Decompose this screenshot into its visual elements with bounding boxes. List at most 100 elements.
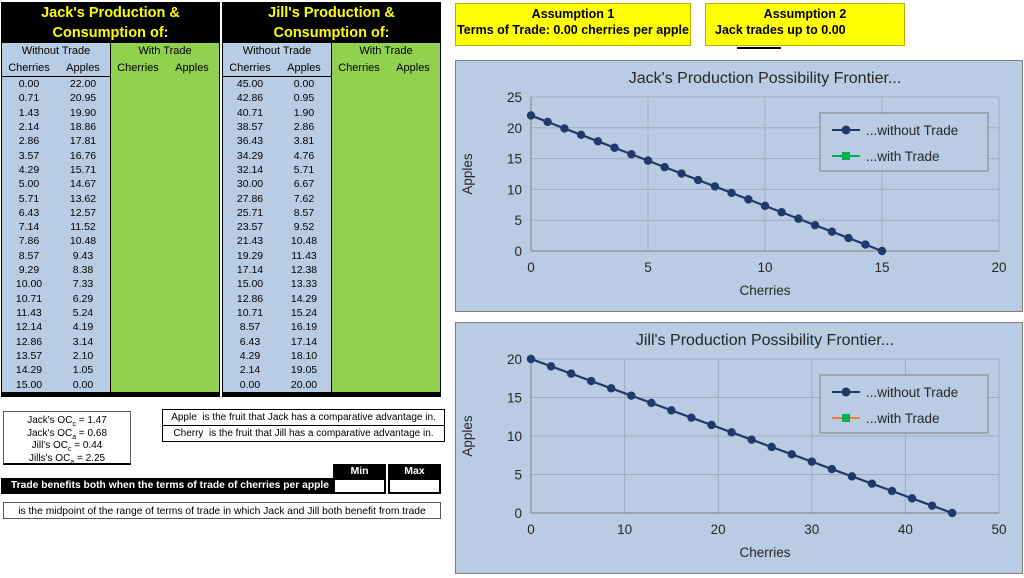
table-cell[interactable]: 19.05 (290, 364, 318, 377)
table-cell[interactable]: 8.57 (293, 206, 315, 219)
table-cell[interactable]: 2.14 (239, 364, 261, 377)
table-cell[interactable]: 0.95 (293, 92, 315, 105)
table-cell[interactable]: 22.00 (69, 78, 97, 90)
data-point (607, 384, 616, 393)
table-cell[interactable]: 27.86 (236, 192, 264, 205)
table-cell[interactable]: 13.62 (69, 192, 97, 205)
table-cell[interactable]: 9.29 (18, 264, 40, 277)
table-cell[interactable]: 2.86 (293, 120, 315, 133)
table-cell[interactable]: 4.76 (293, 149, 315, 162)
table-cell[interactable]: 14.29 (15, 364, 43, 377)
table-cell[interactable]: 20.95 (69, 92, 97, 105)
table-cell[interactable]: 36.43 (236, 135, 264, 148)
table-cell[interactable]: 2.86 (18, 135, 40, 148)
table-cell[interactable]: 4.29 (239, 349, 261, 362)
table-cell[interactable]: 12.14 (15, 321, 43, 334)
table-cell[interactable]: 6.29 (72, 292, 94, 305)
table-cell[interactable]: 20.00 (290, 378, 318, 391)
table-cell[interactable]: 7.14 (18, 221, 40, 234)
table-cell[interactable]: 45.00 (236, 78, 264, 90)
legend-square-marker-icon (842, 152, 850, 160)
table-cell[interactable]: 15.71 (69, 163, 97, 176)
table-cell[interactable]: 19.29 (236, 249, 264, 262)
table-cell[interactable]: 2.10 (72, 349, 94, 362)
table-cell[interactable]: 11.52 (70, 221, 96, 234)
table-cell[interactable]: 0.00 (293, 78, 315, 90)
table-cell[interactable]: 11.43 (291, 249, 317, 262)
assumption-2-blank-line[interactable] (737, 37, 781, 49)
table-cell[interactable]: 8.38 (72, 264, 94, 277)
table-cell[interactable]: 4.19 (72, 321, 94, 334)
table-cell[interactable]: 7.33 (72, 278, 94, 291)
table-cell[interactable]: 0.71 (18, 92, 40, 105)
table-cell[interactable]: 30.00 (236, 178, 264, 191)
table-cell[interactable]: 34.29 (236, 149, 264, 162)
table-cell[interactable]: 14.29 (290, 292, 318, 305)
table-cell[interactable]: 17.14 (236, 264, 264, 277)
table-cell[interactable]: 5.24 (72, 307, 94, 319)
table-cell[interactable]: 25.71 (236, 206, 264, 219)
table-cell[interactable]: 10.48 (290, 235, 318, 248)
table-cell[interactable]: 10.48 (69, 235, 97, 248)
table-cell[interactable]: 40.71 (236, 106, 264, 119)
table-cell[interactable]: 8.57 (239, 321, 261, 334)
table-cell[interactable]: 3.14 (72, 335, 94, 348)
table-cell[interactable]: 0.00 (72, 378, 94, 391)
table-cell[interactable]: 15.24 (290, 307, 318, 319)
table-cell[interactable]: 1.05 (72, 364, 94, 377)
y-tick-label: 5 (514, 468, 522, 483)
table-cell[interactable]: 17.81 (69, 135, 97, 148)
table-cell[interactable]: 9.52 (293, 221, 315, 234)
table-cell[interactable]: 42.86 (236, 92, 264, 105)
table-cell[interactable]: 15.00 (15, 378, 43, 391)
table-cell[interactable]: 38.57 (236, 120, 264, 133)
table-cell[interactable]: 10.00 (15, 278, 43, 291)
table-cell[interactable]: 6.43 (18, 206, 40, 219)
table-cell[interactable]: 3.81 (293, 135, 315, 148)
table-cell[interactable]: 10.71 (236, 307, 264, 319)
table-cell[interactable]: 16.19 (290, 321, 318, 334)
table-cell[interactable]: 0.00 (239, 378, 261, 391)
table-cell[interactable]: 7.62 (293, 192, 315, 205)
table-cell[interactable]: 3.57 (18, 149, 40, 162)
x-tick-label: 20 (991, 260, 1006, 275)
table-cell[interactable]: 13.33 (290, 278, 318, 291)
table-cell[interactable]: 19.90 (69, 106, 97, 119)
table-cell[interactable]: 6.43 (239, 335, 261, 348)
jill-ppf-chart[interactable]: 0 10 20 30 40 50 0 5 10 15 20 Jill's Production Pos… (455, 322, 1023, 574)
table-cell[interactable]: 10.71 (15, 292, 43, 305)
table-cell[interactable]: 14.67 (69, 178, 97, 191)
jack-with-trade-empty-cells[interactable] (111, 77, 219, 392)
table-cell[interactable]: 15.00 (236, 278, 264, 291)
table-cell[interactable]: 8.57 (18, 249, 40, 262)
data-point (647, 398, 656, 408)
table-cell[interactable]: 7.86 (18, 235, 40, 248)
table-cell[interactable]: 12.86 (236, 292, 264, 305)
table-cell[interactable]: 5.71 (18, 192, 40, 205)
table-cell[interactable]: 16.76 (69, 149, 97, 162)
table-cell[interactable]: 12.38 (290, 264, 318, 277)
table-cell[interactable]: 9.43 (72, 249, 94, 262)
table-cell[interactable]: 1.90 (293, 106, 315, 119)
table-cell[interactable]: 18.10 (290, 349, 318, 362)
jill-with-trade-empty-cells[interactable] (332, 77, 440, 392)
table-cell[interactable]: 13.57 (15, 349, 43, 362)
table-cell[interactable]: 5.00 (18, 178, 40, 191)
table-cell[interactable]: 11.43 (16, 307, 42, 319)
table-cell[interactable]: 21.43 (236, 235, 264, 248)
table-cell[interactable]: 2.14 (18, 120, 40, 133)
jack-ppf-chart[interactable]: 0 5 10 15 20 0 5 10 15 20 25 Jack's Production Poss… (455, 60, 1023, 312)
table-cell[interactable]: 5.71 (293, 163, 315, 176)
table-cell[interactable]: 0.00 (18, 78, 40, 90)
table-cell[interactable]: 12.57 (69, 206, 97, 219)
table-cell[interactable]: 4.29 (18, 163, 40, 176)
table-cell[interactable]: 1.43 (18, 106, 40, 119)
table-cell[interactable]: 32.14 (236, 163, 264, 176)
min-value-cell[interactable] (333, 478, 386, 494)
table-cell[interactable]: 12.86 (15, 335, 43, 348)
max-value-cell[interactable] (388, 478, 441, 494)
table-cell[interactable]: 18.86 (69, 120, 97, 133)
table-cell[interactable]: 6.67 (293, 178, 315, 191)
table-cell[interactable]: 17.14 (290, 335, 318, 348)
table-cell[interactable]: 23.57 (236, 221, 264, 234)
